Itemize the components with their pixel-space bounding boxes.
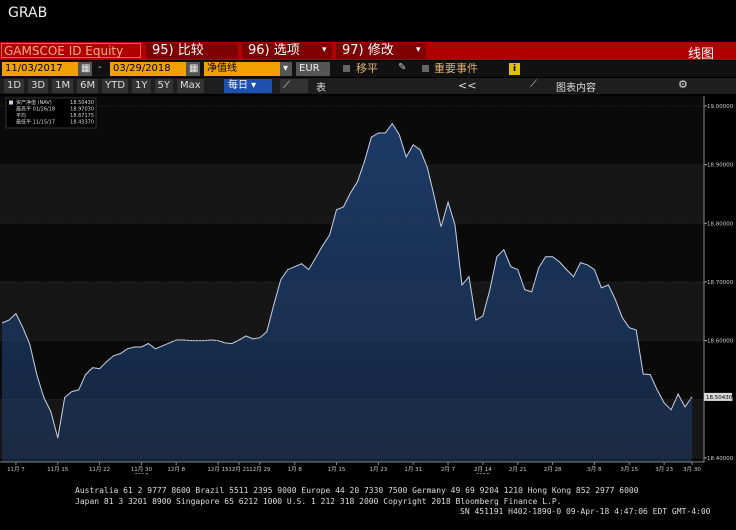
view-label: 线图 [688,47,715,62]
x-tick-label: 2月 7 [441,466,456,473]
y-tick-label: 18.40000 [707,456,734,462]
x-tick-label: 3月 30 [683,466,701,473]
x-tick-label: 2月 28 [544,466,562,473]
toolbar-3: 1D 3D 1M 6M YTD 1Y 5Y Max 每日 ▾ ⟋ 表 << ⟋ 图表内容 ⚙ [0,78,736,94]
x-tick-label: 3月 23 [655,466,673,473]
x-tick-label: 3月 15 [620,466,638,473]
legend-stat-label: 最低平 11/15/17 [16,119,55,126]
period-button[interactable]: 6M [77,79,99,93]
period-button[interactable]: 1Y [132,79,151,93]
x-tick-label: 11月 15 [47,466,69,473]
chart-icon[interactable]: ⟋ [530,79,537,90]
checkbox-label: 重要事件 [434,62,478,75]
dropdown-arrow: ▾ [416,45,421,55]
x-tick-label: 11月 7 [7,466,25,473]
start-date[interactable]: 11/03/2017 [2,62,78,76]
area [2,123,692,462]
y-tick-label: 19.00000 [707,104,734,110]
legend-stat-label: 最高平 01/26/18 [16,106,55,113]
period-button[interactable]: 1D [4,79,25,93]
options-button[interactable]: 96) 选项 [242,43,332,59]
legend-name: 资产净值 (NAV) [16,99,52,106]
modify-button[interactable]: 97) 修改 [336,43,426,59]
legend-stat-label: 平均 [16,112,26,119]
line [1,122,693,439]
current-value-tag [704,392,732,401]
legend-swatch [9,100,13,105]
year-label: 2018 [476,473,490,474]
dropdown-arrow: ▾ [322,45,327,55]
period-button[interactable]: Max [177,79,204,93]
x-tick-label: 12月 21 [228,466,249,473]
footer-line: SN 451191 H402-1890-0 09-Apr-18 4:47:06 … [460,507,711,516]
year-label: 2017 [134,473,148,474]
legend-stat-value: 18.97030 [70,107,94,113]
frequency-select[interactable]: 每日 ▾ [224,79,272,93]
info-icon[interactable]: i [509,63,520,75]
x-tick-label: 12月 8 [167,466,185,473]
footer-line: Australia 61 2 9777 8600 Brazil 5511 239… [75,486,639,495]
currency-select[interactable]: EUR [296,62,330,76]
frequency-label: 每日 [228,80,248,91]
settings-icon[interactable]: ⚙ [678,78,688,91]
y-tick-label: 18.90000 [707,163,734,169]
x-tick-label: 12月 29 [249,466,271,473]
x-tick-label: 2月 21 [509,466,527,473]
period-button[interactable]: YTD [102,79,129,93]
x-tick-label: 1月 31 [404,466,422,473]
compare-button[interactable]: 95) 比较 [146,43,238,59]
legend-box [5,97,97,129]
checkbox[interactable] [343,65,350,72]
end-date[interactable]: 03/29/2018 [110,62,186,76]
legend-stat-value: 18.43370 [70,120,94,126]
table-button[interactable]: 表 [316,83,326,94]
current-value-label: 18.50430 [706,395,733,401]
footer-line: Japan 81 3 3201 8900 Singapore 65 6212 1… [75,497,562,506]
x-tick-label: 11月 22 [89,466,110,473]
x-tick-label: 1月 8 [288,466,303,473]
line-icon[interactable]: ⟋ [280,79,308,93]
x-tick-label: 1月 23 [369,466,387,473]
ticker-input[interactable]: GAMSCOE ID Equity [1,43,141,58]
pen-icon[interactable]: ✎ [398,62,407,73]
x-tick-label: 11月 30 [131,466,153,473]
back-button[interactable]: << [458,79,477,92]
legend-value: 18.50430 [70,100,94,106]
calendar-icon[interactable]: ▦ [78,62,92,76]
checkbox[interactable] [422,65,429,72]
period-button[interactable]: 5Y [154,79,174,93]
y-tick-label: 18.60000 [707,339,734,345]
x-tick-label: 1月 15 [328,466,346,473]
y-tick-label: 18.80000 [707,221,734,227]
toolbar-1: GAMSCOE ID Equity 95) 比较 96) 选项 ▾ 97) 修改… [0,42,736,62]
checkbox-label: 移平 [356,62,378,75]
dropdown-arrow[interactable]: ▾ [280,62,292,76]
period-button[interactable]: 3D [28,79,49,93]
screen-title: GRAB [8,5,48,21]
x-tick-label: 2月 14 [474,466,492,473]
legend-stat-value: 18.67175 [70,113,94,119]
period-button[interactable]: 1M [52,79,74,93]
field-select[interactable]: 净值线 [204,62,280,76]
x-tick-label: 3月 8 [587,466,602,473]
calendar-icon[interactable]: ▦ [186,62,200,76]
chart: 18.4000018.5000018.6000018.7000018.80000… [0,96,734,474]
date-dash: - [98,62,102,73]
chart-content-button[interactable]: 图表内容 [556,83,596,94]
x-tick-label: 12月 15 [207,466,229,473]
toolbar-2: 11/03/2017 ▦ - 03/29/2018 ▦ 净值线 ▾ EUR 移平… [0,61,736,77]
y-tick-label: 18.70000 [707,280,734,286]
